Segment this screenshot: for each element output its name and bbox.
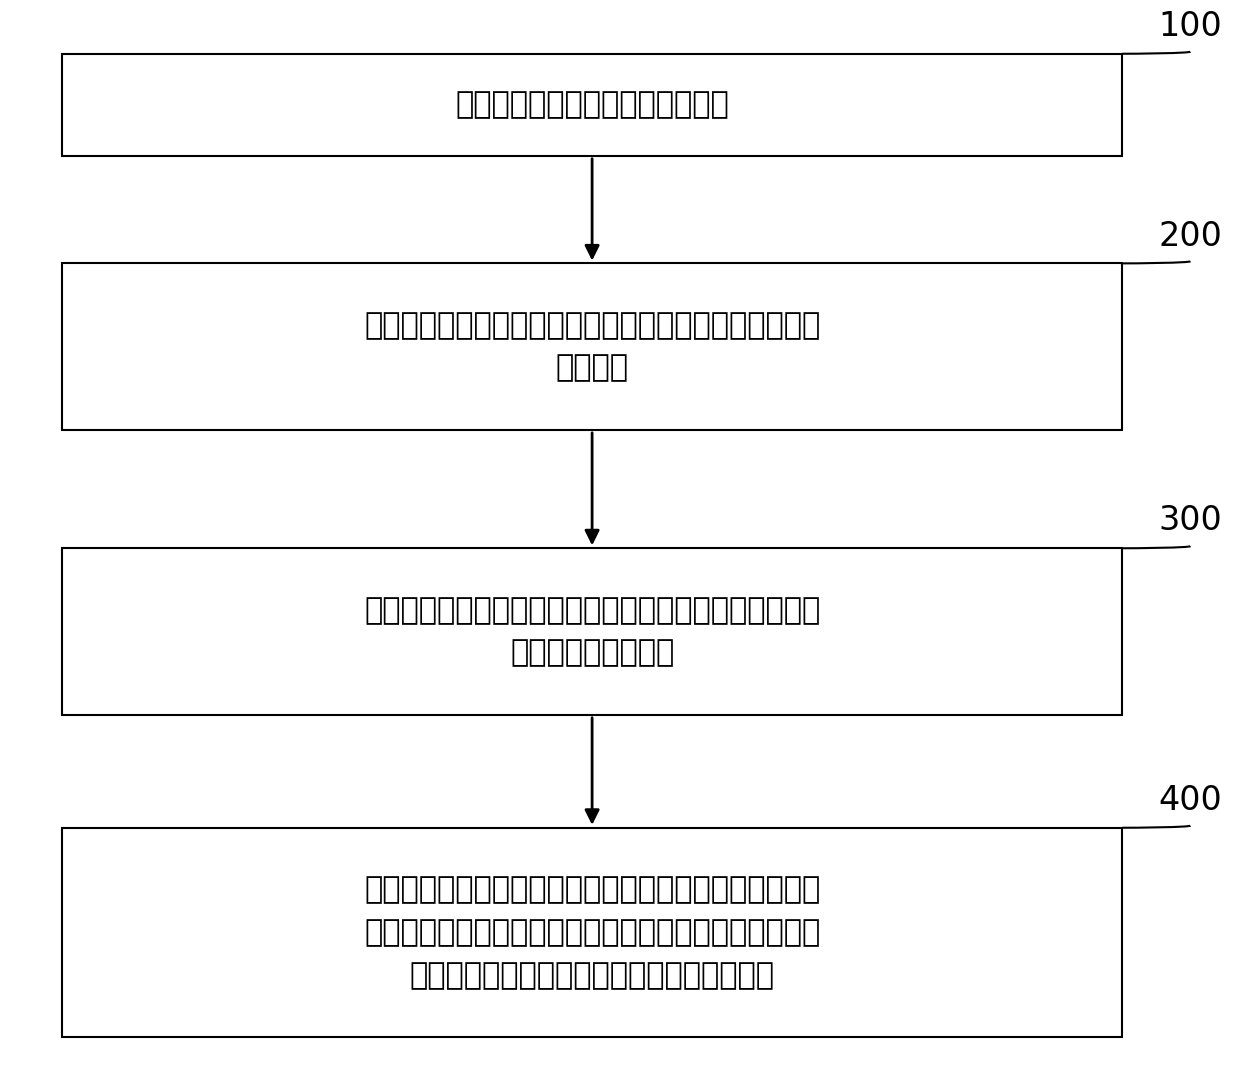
- Text: 由速率控制目标函数以及整体网络干扰状态微分方程构成
微分博弈模型，求解微分博弈模型得到纳什均衡解，将该
纳什均衡解作为通信链路的最佳信息传输速率: 由速率控制目标函数以及整体网络干扰状态微分方程构成 微分博弈模型，求解微分博弈模…: [365, 875, 820, 990]
- Text: 根据网络参数基于最优化网络成本的目标，构建速率控制
目标函数: 根据网络参数基于最优化网络成本的目标，构建速率控制 目标函数: [365, 311, 820, 383]
- Text: 获取超密集组网网络中的网络参数: 获取超密集组网网络中的网络参数: [455, 90, 729, 119]
- Text: 300: 300: [1158, 504, 1223, 538]
- FancyBboxPatch shape: [62, 54, 1122, 156]
- FancyBboxPatch shape: [62, 828, 1122, 1037]
- Text: 根据网络参数基于基站之间干扰的动态变化，构建整体网
络干扰状态微分方程: 根据网络参数基于基站之间干扰的动态变化，构建整体网 络干扰状态微分方程: [365, 596, 820, 668]
- FancyBboxPatch shape: [62, 548, 1122, 715]
- FancyBboxPatch shape: [62, 263, 1122, 430]
- Text: 400: 400: [1158, 784, 1223, 817]
- Text: 200: 200: [1158, 219, 1223, 253]
- Text: 100: 100: [1158, 10, 1223, 43]
